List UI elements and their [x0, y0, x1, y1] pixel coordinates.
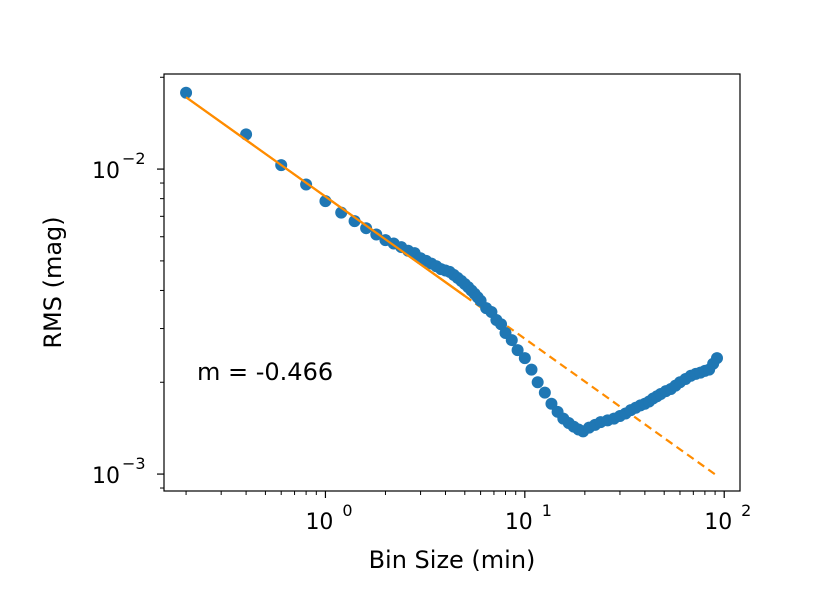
plot-frame: [163, 73, 741, 492]
data-point: [525, 363, 538, 376]
data-point: [240, 128, 253, 141]
x-tick-exponent: 0: [342, 501, 352, 520]
data-point: [180, 86, 193, 99]
data-point: [505, 334, 518, 347]
data-point: [360, 222, 373, 235]
y-axis-label: RMS (mag): [39, 216, 67, 348]
points-layer: [180, 86, 723, 438]
y-tick-label: 10: [92, 159, 120, 184]
x-axis-label: Bin Size (min): [369, 546, 536, 574]
data-point: [518, 352, 531, 365]
y-tick-label: 10: [92, 464, 120, 489]
slope-annotation: m = -0.466: [197, 358, 333, 386]
x-tick-label: 10: [505, 510, 533, 535]
x-tick-exponent: 1: [542, 501, 552, 520]
y-tick-exponent: −3: [122, 454, 146, 473]
data-point: [710, 352, 723, 365]
data-point: [538, 386, 551, 399]
x-tick-label: 10: [704, 510, 732, 535]
x-tick-label: 10: [305, 510, 333, 535]
fit-line-overlay: [185, 96, 466, 297]
data-point: [348, 215, 361, 228]
x-tick-exponent: 2: [741, 501, 751, 520]
data-point: [495, 318, 508, 331]
data-point: [531, 376, 544, 389]
tick-layer: 10 0 10 1 10 210−310−2: [92, 76, 751, 535]
data-point: [511, 344, 524, 357]
y-tick-exponent: −2: [122, 149, 146, 168]
